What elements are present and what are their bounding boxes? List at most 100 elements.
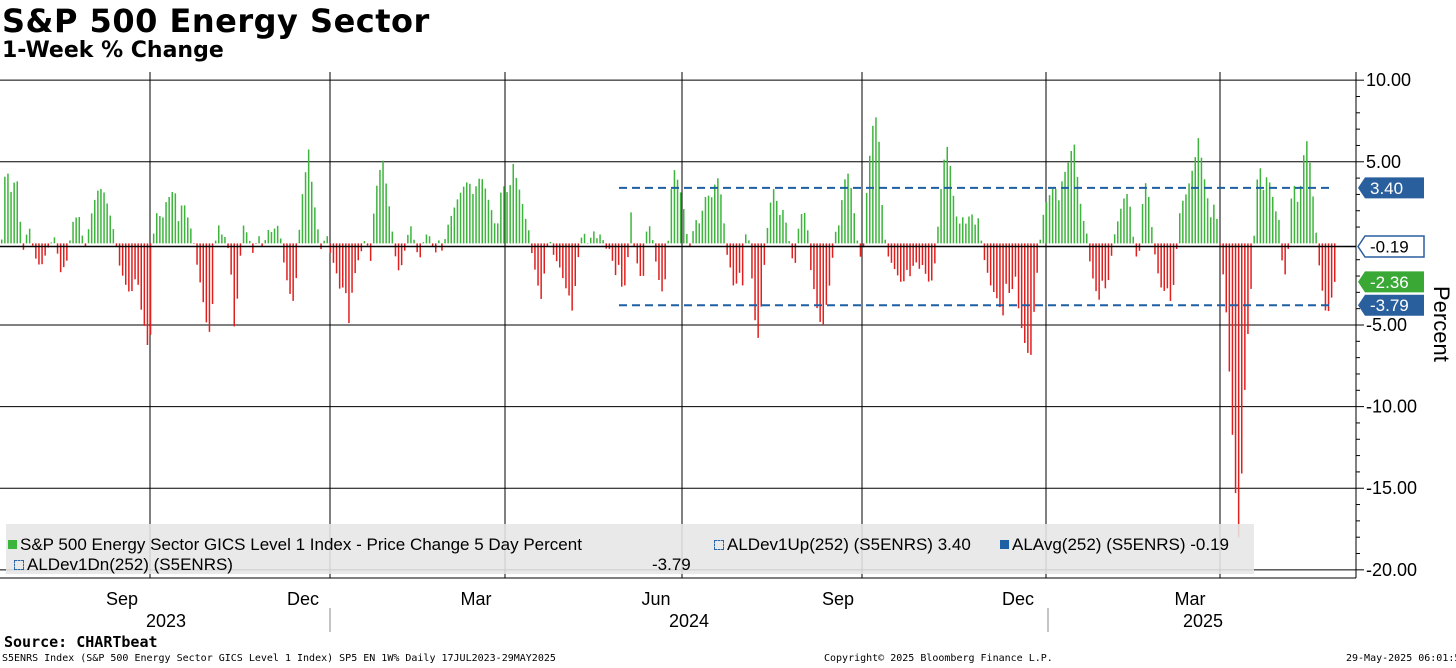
bar	[1151, 227, 1153, 244]
bar	[565, 243, 567, 289]
bar	[258, 236, 260, 244]
value-label-box	[1358, 294, 1424, 316]
bar	[552, 243, 555, 255]
x-month-label: Dec	[287, 589, 319, 609]
bar	[379, 169, 381, 244]
bar	[807, 230, 809, 244]
bar	[707, 195, 710, 244]
bar	[946, 146, 948, 244]
bar	[1234, 243, 1237, 494]
bar	[909, 243, 911, 277]
x-month-label: Mar	[461, 589, 492, 609]
bar	[75, 217, 77, 244]
bar	[1216, 218, 1218, 244]
bar	[100, 188, 102, 244]
bar	[639, 243, 642, 276]
bar	[165, 202, 167, 244]
bar	[503, 186, 505, 244]
bar	[472, 193, 474, 244]
bar	[348, 243, 350, 324]
bar	[143, 243, 146, 326]
bar	[16, 181, 18, 244]
bar	[571, 243, 573, 311]
bar	[422, 242, 425, 244]
bar	[642, 243, 645, 276]
bar	[156, 213, 158, 244]
value-label--0.19: -0.19	[1357, 235, 1425, 258]
bar	[410, 226, 412, 244]
bar	[924, 243, 927, 274]
bar	[1067, 162, 1069, 244]
bar	[7, 173, 9, 244]
bar	[676, 179, 679, 244]
bar	[1036, 243, 1038, 273]
bar	[1014, 243, 1017, 277]
bar	[202, 243, 204, 303]
bar	[1024, 243, 1026, 343]
bar	[38, 243, 40, 265]
bar	[106, 203, 108, 244]
x-month-label: Dec	[1002, 589, 1034, 609]
bar	[633, 243, 635, 247]
bar	[766, 227, 769, 244]
bar	[661, 243, 663, 292]
bar	[1039, 239, 1041, 244]
bar	[351, 243, 353, 293]
bar	[394, 243, 397, 257]
bar	[791, 243, 793, 259]
bar	[1089, 243, 1091, 262]
bar	[152, 233, 155, 244]
bar	[887, 243, 890, 257]
bar	[695, 220, 697, 244]
bar	[447, 224, 449, 244]
bar	[211, 243, 214, 304]
bar	[177, 221, 180, 244]
bar	[1278, 219, 1280, 244]
source-label: Source: CHARTbeat	[4, 633, 158, 651]
bar	[1, 239, 3, 244]
bar	[1203, 179, 1206, 244]
bar	[187, 217, 189, 244]
bar	[382, 160, 384, 244]
bar	[968, 216, 970, 244]
bar	[236, 243, 239, 299]
value-label--3.79: -3.79	[1358, 294, 1424, 316]
bar	[621, 243, 623, 287]
bar	[583, 233, 586, 244]
bar	[493, 223, 496, 244]
bar	[673, 170, 676, 244]
bar	[779, 215, 781, 244]
bar	[388, 206, 390, 244]
bar	[962, 217, 964, 244]
bar	[1055, 188, 1057, 244]
bar	[1027, 243, 1029, 353]
x-month-label: Sep	[106, 589, 138, 609]
bar	[822, 243, 824, 325]
bar	[689, 243, 691, 247]
bar	[376, 185, 378, 244]
chart-subtitle: 1-Week % Change	[2, 38, 224, 63]
bar	[624, 243, 626, 286]
bar	[602, 240, 604, 244]
bar	[856, 240, 859, 244]
bar	[937, 226, 939, 244]
bar	[562, 243, 564, 279]
bar	[1120, 208, 1122, 244]
bar	[444, 239, 446, 244]
bar	[1092, 243, 1094, 279]
bar	[872, 125, 874, 244]
bar	[958, 223, 961, 244]
bar	[307, 149, 310, 244]
bar	[118, 243, 121, 266]
bar	[267, 230, 270, 244]
bar	[273, 228, 276, 244]
footer-copyright: Copyright© 2025 Bloomberg Finance L.P.	[824, 653, 1053, 664]
bar	[326, 236, 328, 244]
bar	[1148, 196, 1150, 244]
bar	[1117, 221, 1119, 244]
bar	[794, 243, 797, 263]
bar	[1330, 243, 1333, 298]
bar	[90, 213, 93, 244]
bar	[524, 218, 527, 244]
bar	[478, 178, 480, 244]
